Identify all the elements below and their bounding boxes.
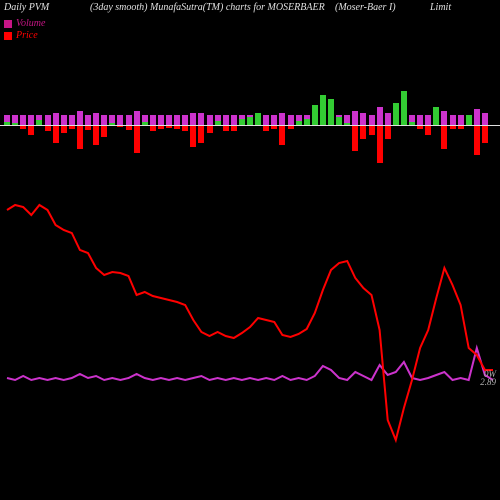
line-chart-area <box>0 0 500 500</box>
price-line <box>7 205 493 440</box>
volume-line <box>7 348 493 380</box>
y-axis-label: 2.89 <box>480 378 496 386</box>
